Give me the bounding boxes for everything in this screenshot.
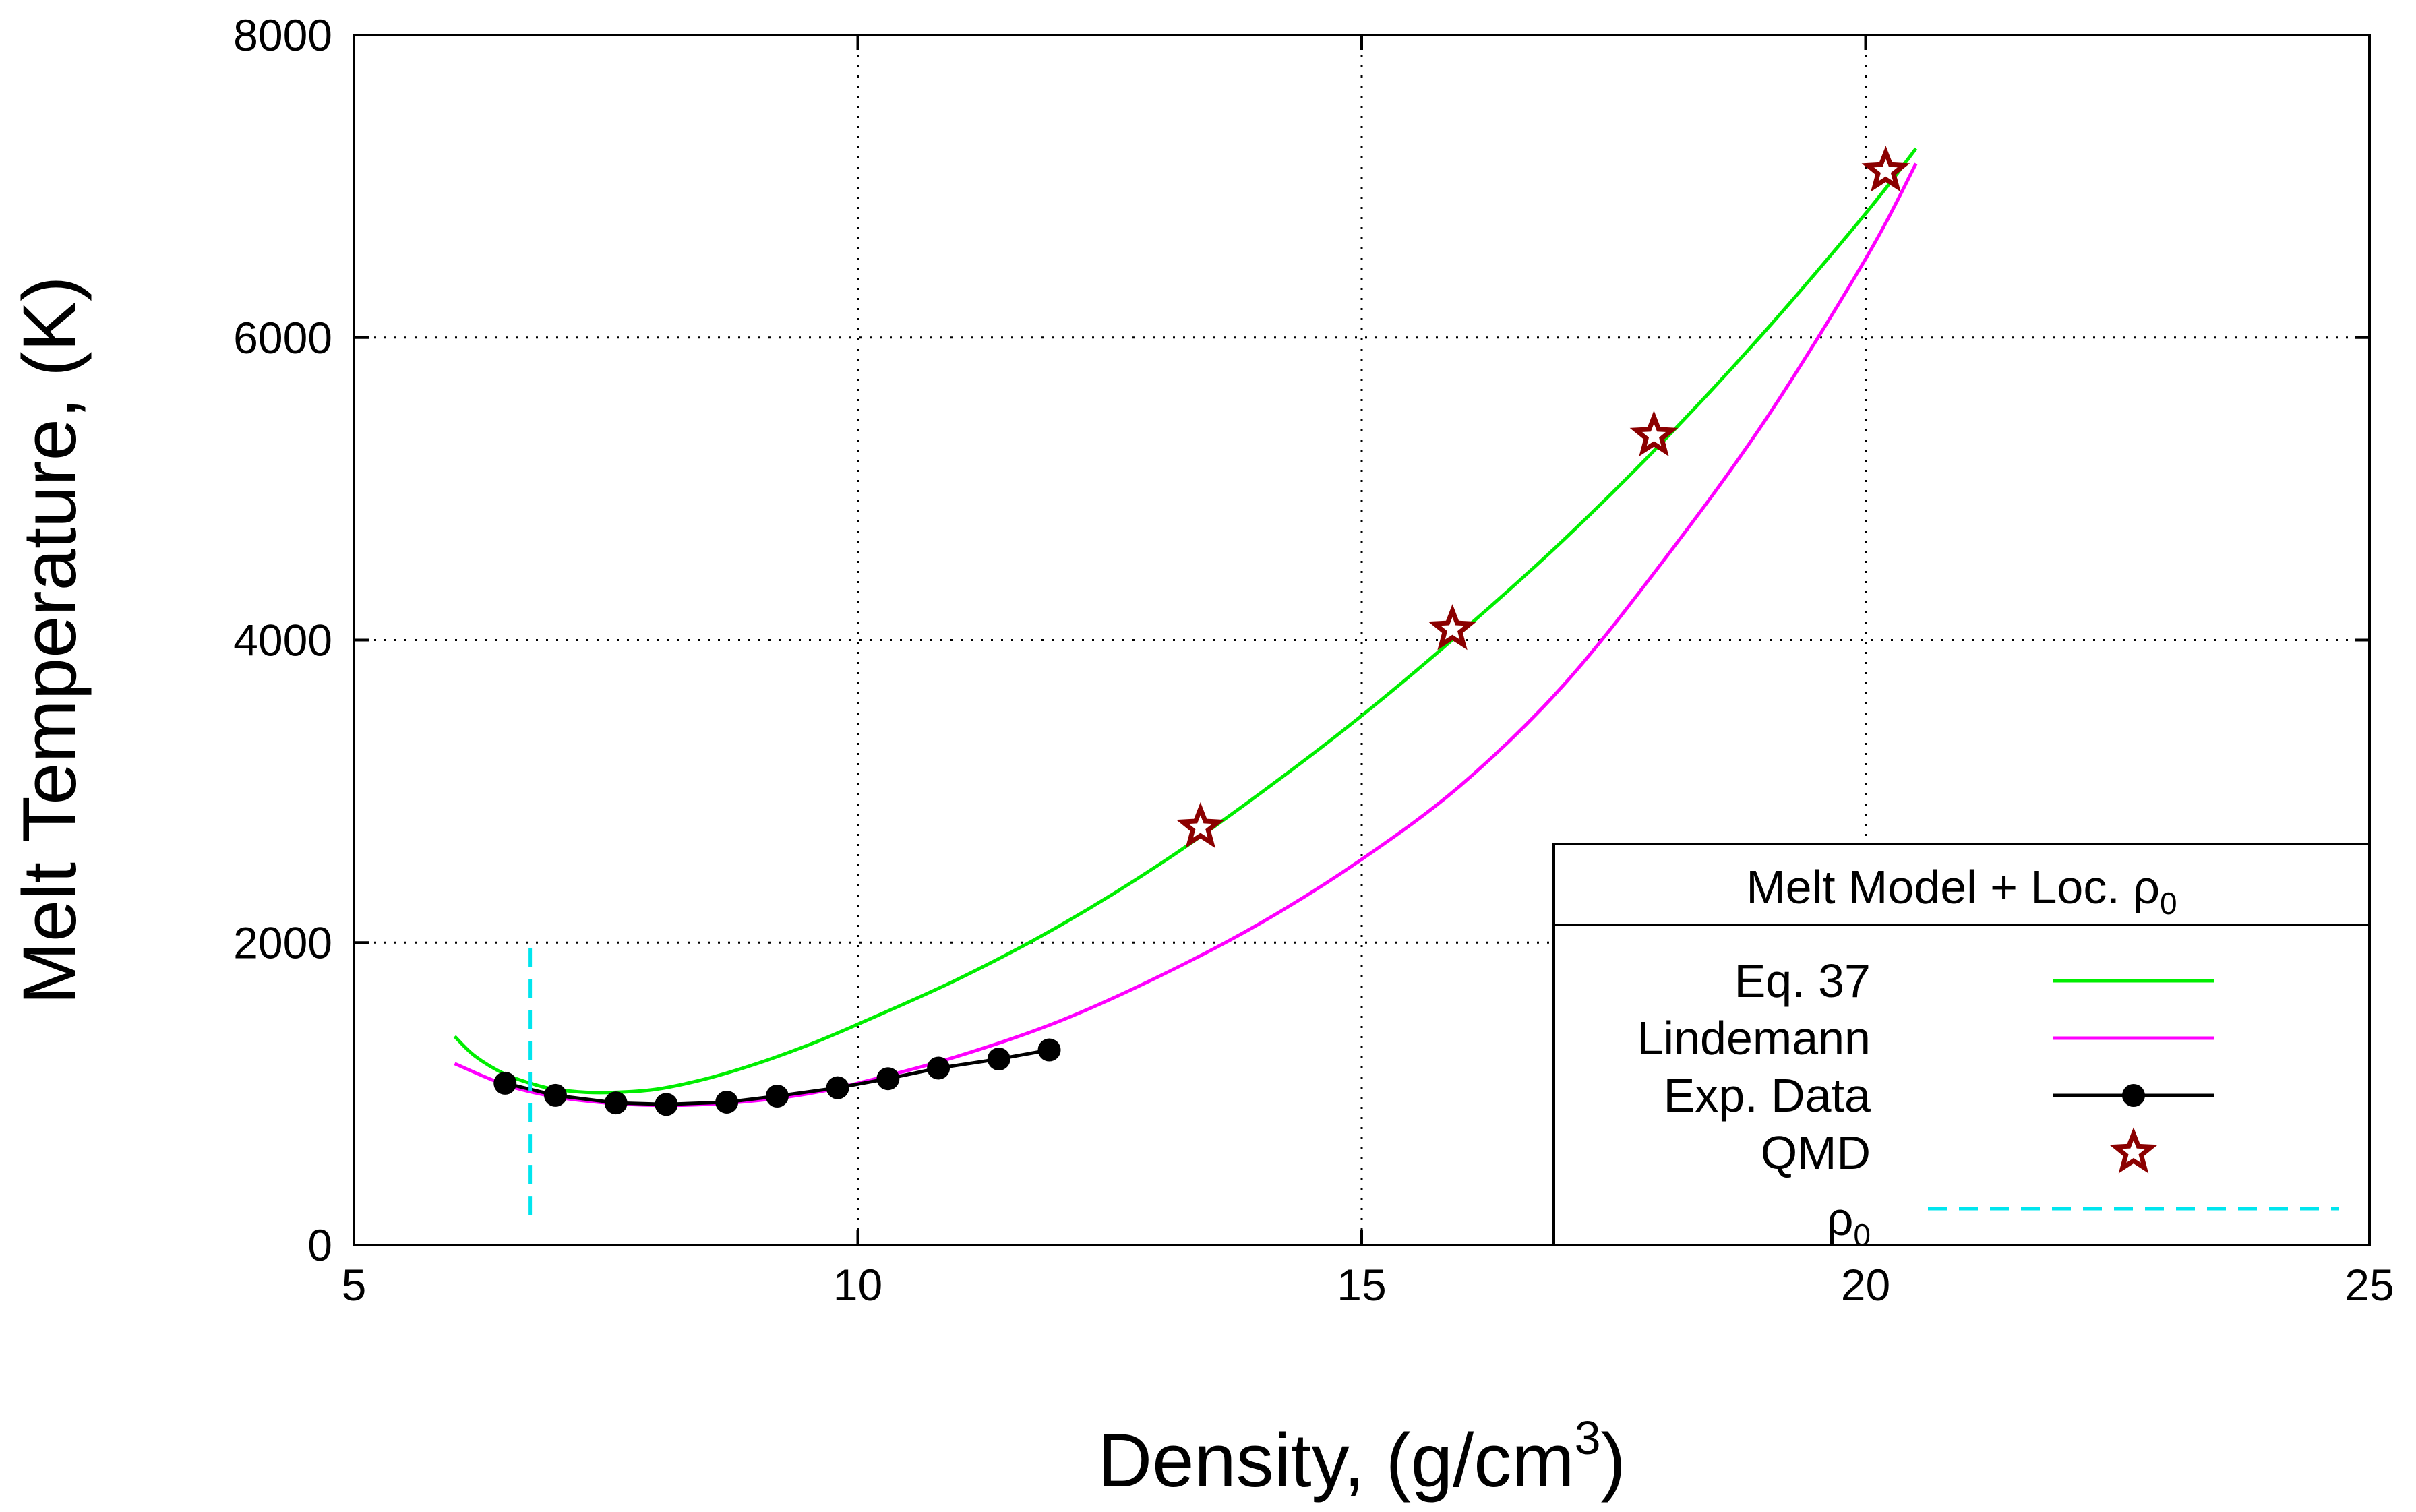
- legend-label: Eq. 37: [1734, 955, 1871, 1007]
- legend-box: [1552, 843, 2371, 1246]
- qmd-point: [1428, 604, 1477, 651]
- exp-data-point: [715, 1090, 739, 1114]
- exp-data-point: [544, 1083, 567, 1107]
- legend-swatch-marker: [2122, 1084, 2145, 1107]
- exp-data-point: [1037, 1038, 1061, 1062]
- y-tick-label: 2000: [233, 917, 332, 967]
- x-tick-label: 25: [2345, 1260, 2394, 1310]
- y-tick-label: 0: [307, 1220, 332, 1270]
- qmd-point: [1861, 146, 1910, 192]
- legend-title: Melt Model + Loc. ρ0: [1746, 861, 2177, 921]
- exp-data-point: [927, 1056, 950, 1080]
- exp-data-point: [765, 1084, 789, 1108]
- y-tick-label: 6000: [233, 313, 332, 363]
- legend-label-sub: 0: [1853, 1217, 1871, 1252]
- legend-label-main: Lindemann: [1637, 1012, 1871, 1064]
- exp-data-point: [655, 1093, 678, 1116]
- exp-data-point: [604, 1091, 628, 1115]
- legend-title-main: Melt Model + Loc. ρ: [1746, 861, 2160, 913]
- legend-label-main: ρ: [1827, 1192, 1854, 1245]
- legend-label: QMD: [1761, 1126, 1871, 1179]
- legend-title-sub: 0: [2160, 886, 2177, 921]
- qmd-point: [1629, 410, 1679, 457]
- x-axis-title-sup: 3: [1575, 1412, 1601, 1464]
- x-tick-label: 5: [342, 1260, 367, 1310]
- x-tick-label: 10: [833, 1260, 882, 1310]
- qmd-point: [1176, 802, 1225, 849]
- x-axis-title-suffix: ): [1601, 1418, 1626, 1503]
- exp-data-point: [826, 1076, 849, 1099]
- axis-ticks: 5 10 15 20 25 0 2000 4000 6000 8000: [233, 10, 2394, 1310]
- legend-label: Lindemann: [1637, 1012, 1871, 1064]
- x-axis-title: Density, (g/cm3): [1097, 1412, 1626, 1503]
- legend: Melt Model + Loc. ρ0 Eq. 37LindemannExp.…: [1552, 843, 2371, 1252]
- legend-label-main: Exp. Data: [1664, 1069, 1871, 1122]
- x-tick-label: 20: [1841, 1260, 1890, 1310]
- x-axis-title-main: Density, (g/cm: [1097, 1418, 1574, 1503]
- legend-label: Exp. Data: [1664, 1069, 1871, 1122]
- exp-data-point: [987, 1048, 1010, 1071]
- series-layer: [453, 146, 1918, 1215]
- y-tick-label: 8000: [233, 10, 332, 60]
- legend-label-main: Eq. 37: [1734, 955, 1871, 1007]
- x-tick-label: 15: [1337, 1260, 1386, 1310]
- y-axis-title: Melt Temperature, (K): [7, 276, 92, 1005]
- legend-label: ρ0: [1827, 1192, 1871, 1252]
- y-tick-label: 4000: [233, 615, 332, 665]
- exp-data-point: [493, 1071, 517, 1095]
- exp-data-point: [876, 1067, 900, 1091]
- legend-swatch-star: [2109, 1127, 2158, 1174]
- legend-label-main: QMD: [1761, 1126, 1871, 1179]
